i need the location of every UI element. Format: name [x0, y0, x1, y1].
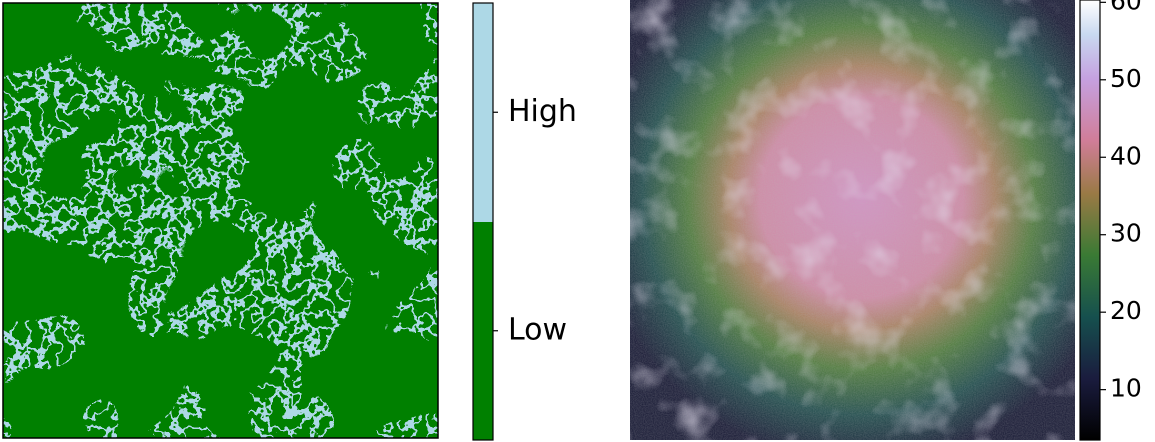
- colorbar-label: Low: [508, 312, 567, 347]
- tick-label: 30: [1110, 219, 1142, 248]
- tick-label: 50: [1110, 64, 1142, 93]
- figure: Low High 10 20 30 40 50 60: [0, 0, 1155, 442]
- low-band: [473, 222, 493, 440]
- high-band: [473, 3, 493, 222]
- right-panel: [630, 0, 1075, 440]
- tick-label: 40: [1110, 141, 1142, 170]
- left-panel: [3, 3, 438, 438]
- tick-label: 60: [1110, 0, 1142, 15]
- left-colorbar: Low High: [473, 3, 577, 440]
- right-colorbar: 10 20 30 40 50 60: [1080, 0, 1142, 440]
- tick-label: 20: [1110, 296, 1142, 325]
- binary-image: [3, 3, 438, 438]
- grain: [630, 0, 1075, 440]
- colorbar-label: High: [508, 94, 577, 129]
- colorbar-gradient: [1080, 0, 1100, 440]
- tick-label: 10: [1110, 374, 1142, 403]
